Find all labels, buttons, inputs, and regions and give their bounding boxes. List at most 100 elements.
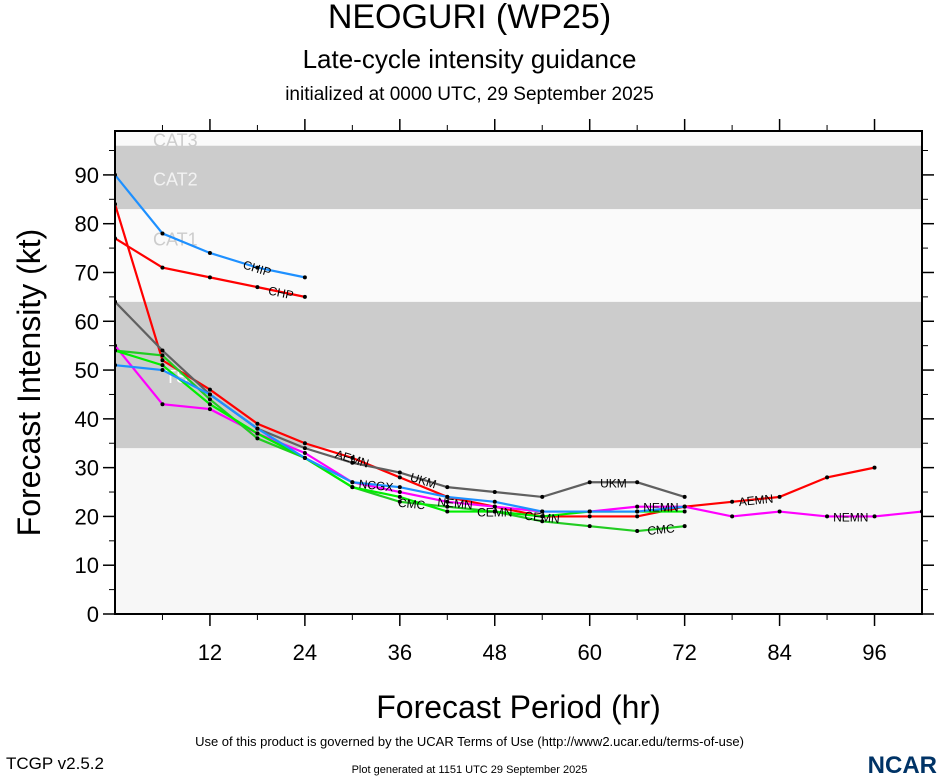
ncar-logo: NCAR	[867, 752, 937, 779]
data-point-cemn	[397, 494, 402, 499]
data-point-ncgx	[397, 485, 402, 490]
data-point-ncgx	[255, 426, 260, 431]
data-point-chp	[302, 294, 307, 299]
data-point-chp	[255, 285, 260, 290]
series-label-nemn: NEMN	[833, 510, 868, 524]
data-point-ukm	[492, 490, 497, 495]
data-point-aemn	[255, 421, 260, 426]
data-point-ncgx	[682, 504, 687, 509]
data-point-cmc	[445, 504, 450, 509]
data-point-aemn	[777, 494, 782, 499]
data-point-ukm	[682, 494, 687, 499]
data-point-ncgx	[635, 509, 640, 514]
data-point-ukm	[587, 480, 592, 485]
band-ts	[115, 301, 922, 449]
band-cat3	[115, 131, 922, 146]
version-label: TCGP v2.5.2	[6, 754, 104, 773]
data-point-cemn	[540, 514, 545, 519]
data-point-chip	[207, 250, 212, 255]
y-tick-label: 50	[75, 358, 99, 383]
data-point-ncgx	[350, 480, 355, 485]
data-point-ncgx	[587, 509, 592, 514]
band-label-cat2: CAT2	[153, 169, 198, 189]
chart-subtitle: Late-cycle intensity guidance	[302, 44, 637, 74]
data-point-nemn	[777, 509, 782, 514]
series-label-cmc: CMC	[647, 521, 676, 538]
x-tick-label: 48	[483, 640, 507, 665]
data-point-nemn	[825, 514, 830, 519]
y-tick-label: 30	[75, 456, 99, 481]
series-label-cemn: CEMN	[524, 509, 561, 527]
data-point-ncgx	[302, 455, 307, 460]
data-point-cmc	[540, 519, 545, 524]
y-tick-label: 60	[75, 309, 99, 334]
y-tick-label: 0	[87, 602, 99, 627]
terms-of-use: Use of this product is governed by the U…	[195, 734, 744, 749]
generated-time: Plot generated at 1151 UTC 29 September …	[351, 764, 588, 776]
data-point-aemn	[397, 475, 402, 480]
x-axis-label: Forecast Period (hr)	[376, 689, 661, 725]
x-tick-label: 24	[293, 640, 317, 665]
band-cat2	[115, 145, 922, 210]
band-label-cat3: CAT3	[153, 130, 198, 150]
series-label-nemn: NEMN	[643, 501, 678, 515]
data-point-nemn	[445, 499, 450, 504]
data-point-aemn	[302, 441, 307, 446]
series-label-ncgx: NCGX	[358, 477, 394, 494]
data-point-cemn	[350, 485, 355, 490]
data-point-ukm	[350, 460, 355, 465]
data-point-aemn	[730, 499, 735, 504]
data-point-ncgx	[445, 494, 450, 499]
data-point-cemn	[492, 509, 497, 514]
data-point-nemn	[730, 514, 735, 519]
x-tick-label: 36	[388, 640, 412, 665]
data-point-ukm	[445, 485, 450, 490]
data-point-aemn	[635, 514, 640, 519]
x-tick-label: 96	[862, 640, 886, 665]
data-point-ukm	[635, 480, 640, 485]
y-tick-label: 40	[75, 407, 99, 432]
y-axis-label: Forecast Intensity (kt)	[11, 229, 47, 537]
data-point-nemn	[872, 514, 877, 519]
data-point-cmc	[635, 529, 640, 534]
data-point-cemn	[445, 509, 450, 514]
data-point-aemn	[160, 358, 165, 363]
data-point-aemn	[350, 455, 355, 460]
data-point-ukm	[540, 494, 545, 499]
data-point-chp	[207, 275, 212, 280]
data-point-chp	[160, 265, 165, 270]
series-label-cemn: CEMN	[477, 506, 512, 520]
data-point-ncgx	[160, 368, 165, 373]
data-point-cmc	[160, 353, 165, 358]
data-point-chip	[255, 265, 260, 270]
data-point-ncgx	[492, 499, 497, 504]
data-point-ukm	[302, 446, 307, 451]
data-point-chip	[160, 231, 165, 236]
data-point-nemn	[492, 504, 497, 509]
data-point-nemn	[207, 407, 212, 412]
data-point-aemn	[872, 465, 877, 470]
data-point-ukm	[160, 348, 165, 353]
series-label-chp: CHP	[267, 284, 295, 303]
data-point-nemn	[302, 451, 307, 455]
band-cat1	[115, 209, 922, 302]
x-tick-label: 60	[577, 640, 601, 665]
data-point-ncgx	[207, 392, 212, 397]
data-point-cemn	[682, 509, 687, 514]
data-point-nemn	[635, 504, 640, 509]
data-point-aemn	[825, 475, 830, 480]
y-tick-label: 20	[75, 504, 99, 529]
data-point-chip	[302, 275, 307, 280]
init-time: initialized at 0000 UTC, 29 September 20…	[285, 84, 654, 105]
data-point-cmc	[207, 397, 212, 402]
series-label-ukm: UKM	[600, 476, 627, 490]
data-point-cemn	[207, 402, 212, 407]
data-point-cemn	[255, 431, 260, 436]
data-point-aemn	[207, 387, 212, 392]
plot-frame	[114, 130, 923, 615]
series-label-aemn: AEMN	[738, 492, 774, 509]
x-tick-label: 84	[767, 640, 791, 665]
x-tick-label: 72	[672, 640, 696, 665]
